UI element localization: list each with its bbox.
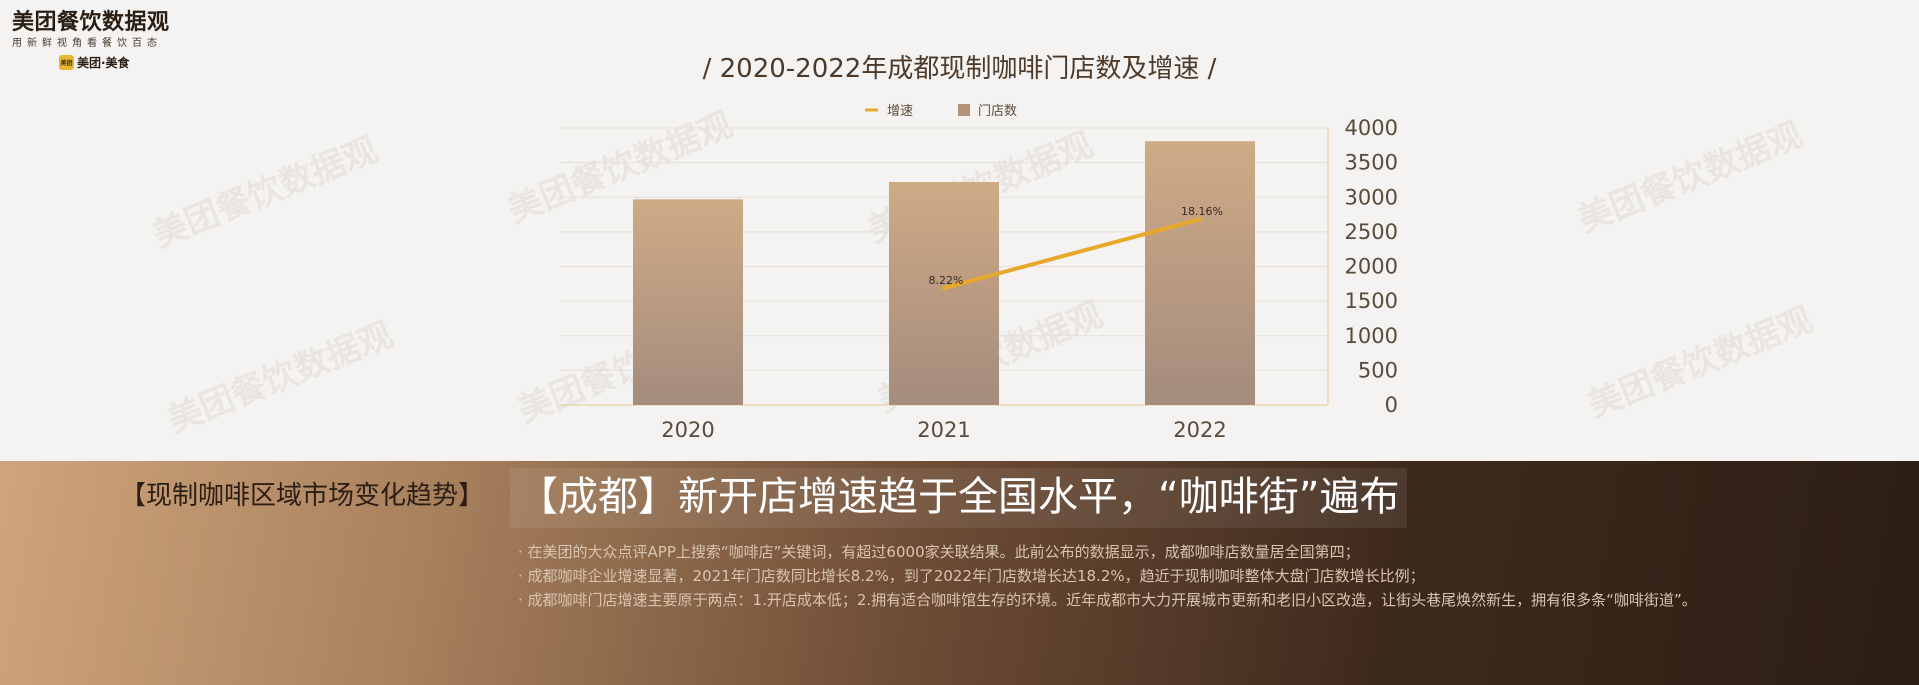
- logo-subtitle: 用新鲜视角看餐饮百态: [12, 38, 162, 49]
- chart-title: / 2020-2022年成都现制咖啡门店数及增速 /: [702, 54, 1217, 84]
- y-tick-label: 2500: [1345, 220, 1398, 244]
- y-axis: 0 500 1000 1500 2000 2500 3000 3500 4000: [1327, 116, 1398, 417]
- headline-box: 【成都】新开店增速趋于全国水平，“咖啡街”遍布: [510, 468, 1408, 528]
- legend-bar-swatch: [958, 104, 970, 116]
- bullet-item: · 在美团的大众点评APP上搜索“咖啡店”关键词，有超过6000家关联结果。此前…: [518, 543, 1360, 561]
- legend: 增速 门店数: [865, 104, 1017, 119]
- bullet-list: · 在美团的大众点评APP上搜索“咖啡店”关键词，有超过6000家关联结果。此前…: [518, 540, 1697, 612]
- section-label: 【现制咖啡区域市场变化趋势】: [120, 481, 485, 511]
- x-axis: 2020 2021 2022: [661, 418, 1226, 442]
- y-tick-label: 2000: [1345, 255, 1398, 279]
- y-tick-label: 3500: [1345, 151, 1398, 175]
- bar-2020: [633, 199, 743, 405]
- y-tick-label: 4000: [1345, 116, 1398, 140]
- y-tick-label: 3000: [1345, 185, 1398, 209]
- bar-2021: [889, 182, 999, 405]
- x-tick-label: 2022: [1173, 418, 1226, 442]
- y-tick-label: 1500: [1345, 289, 1398, 313]
- bars: [633, 141, 1255, 405]
- bar-2022: [1145, 141, 1255, 405]
- logo-title: 美团餐饮数据观: [12, 10, 170, 35]
- meituan-badge-icon: 美团: [59, 55, 74, 70]
- growth-series-line: [942, 217, 1202, 291]
- bullet-item: · 成都咖啡门店增速主要原于两点：1.开店成本低；2.拥有适合咖啡馆生存的环境。…: [518, 591, 1697, 609]
- logo: 美团餐饮数据观 用新鲜视角看餐饮百态 美团 美团·美食: [12, 10, 192, 72]
- growth-line: 8.22% 18.16%: [929, 205, 1223, 291]
- legend-label-growth: 增速: [887, 104, 913, 119]
- x-tick-label: 2021: [917, 418, 970, 442]
- bullet-item: · 成都咖啡企业增速显著，2021年门店数同比增长8.2%，到了2022年门店数…: [518, 567, 1425, 585]
- growth-data-label: 18.16%: [1181, 205, 1223, 218]
- growth-data-label: 8.22%: [929, 274, 964, 287]
- y-tick-label: 1000: [1345, 324, 1398, 348]
- headline: 【成都】新开店增速趋于全国水平，“咖啡街”遍布: [518, 474, 1400, 520]
- bottom-panel: [0, 461, 1919, 685]
- brand-name: 美团·美食: [77, 56, 130, 70]
- brand-mark: 美团 美团·美食: [59, 54, 192, 71]
- legend-label-stores: 门店数: [978, 104, 1017, 119]
- chart: 增速 门店数 05001000150020002500300035004000 …: [560, 104, 1398, 442]
- y-tick-label: 0: [1385, 393, 1398, 417]
- y-tick-label: 500: [1358, 358, 1398, 382]
- x-tick-label: 2020: [661, 418, 714, 442]
